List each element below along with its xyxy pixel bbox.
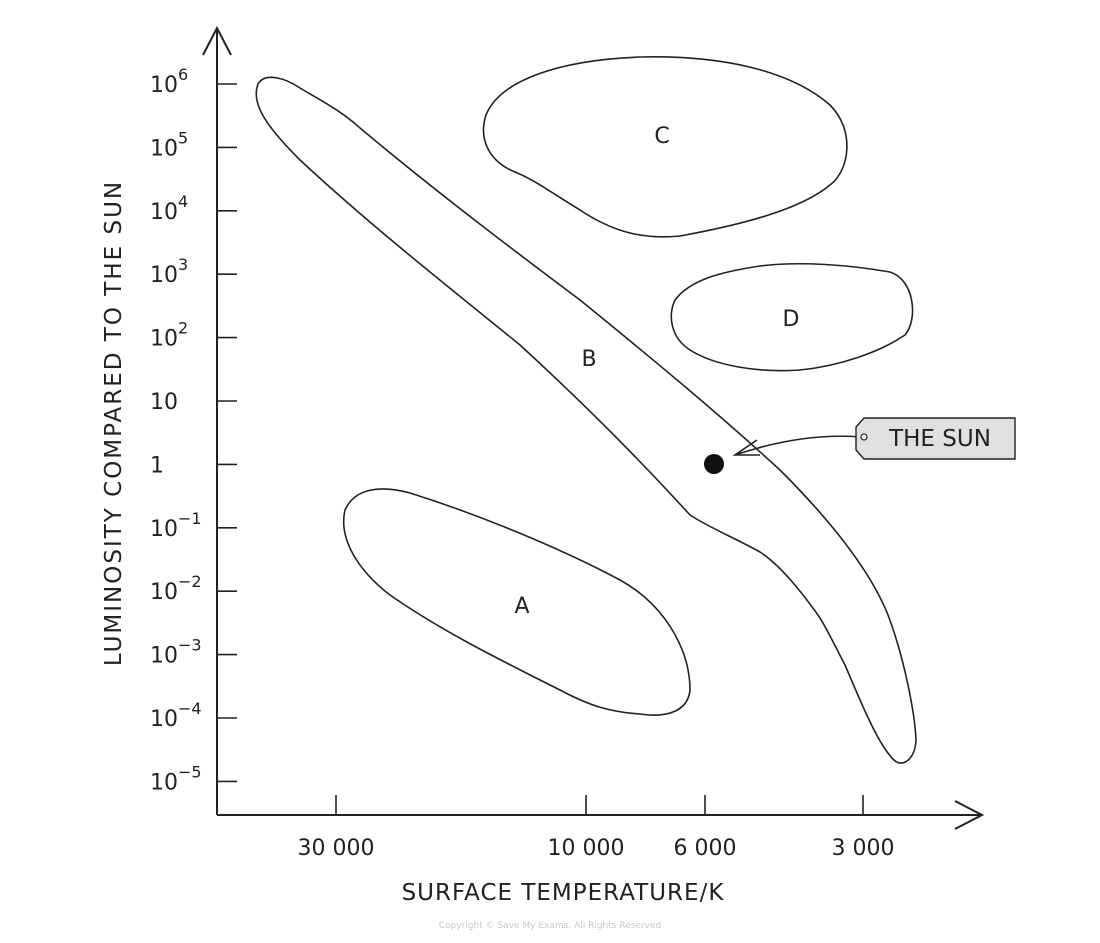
y-tick-label: 10−1 (150, 509, 202, 542)
y-tick-base: 10 (150, 200, 178, 225)
x-tick-label: 3 000 (832, 836, 895, 861)
region-label: B (581, 347, 596, 372)
y-tick-exponent: 5 (178, 128, 188, 147)
y-tick-base: 10 (150, 707, 178, 732)
y-tick-label: 1 (150, 453, 164, 478)
region-b-outline (255, 76, 917, 764)
y-tick-label: 104 (150, 192, 188, 225)
y-tick-label: 105 (150, 128, 188, 161)
sun-dot (704, 454, 724, 474)
y-tick-label: 10−4 (150, 699, 202, 732)
x-axis-label: SURFACE TEMPERATURE/K (402, 880, 725, 906)
sun-pointer (734, 435, 863, 456)
region-label: D (783, 307, 800, 332)
y-tick-exponent: −1 (178, 509, 202, 528)
region-label: A (514, 594, 529, 619)
sun-tag-hole (860, 433, 868, 441)
y-tick-base: 10 (150, 517, 178, 542)
y-tick-exponent: −2 (178, 572, 202, 591)
y-tick-label: 103 (150, 255, 188, 288)
copyright: Copyright © Save My Exams. All Rights Re… (439, 921, 661, 931)
y-tick-exponent: 6 (178, 65, 188, 84)
y-axis-label: LUMINOSITY COMPARED TO THE SUN (101, 180, 127, 666)
y-tick-label: 10 (150, 390, 178, 415)
y-axis-arrow (202, 25, 232, 56)
y-tick-exponent: −3 (178, 636, 202, 655)
y-tick-base: 10 (150, 390, 178, 415)
region-d-outline (670, 262, 914, 372)
y-tick-label: 102 (150, 319, 188, 352)
y-tick-label: 10−3 (150, 636, 202, 669)
y-tick-label: 10−2 (150, 572, 202, 605)
y-tick-base: 10 (150, 327, 178, 352)
y-tick-label: 106 (150, 65, 188, 98)
region-label: C (654, 124, 669, 149)
y-tick-base: 10 (150, 136, 178, 161)
sun-label: THE SUN (888, 426, 991, 452)
y-tick-exponent: 3 (178, 255, 188, 274)
region-c-outline (482, 56, 848, 238)
y-tick-base: 10 (150, 644, 178, 669)
x-tick-label: 6 000 (674, 836, 737, 861)
y-tick-base: 1 (150, 453, 164, 478)
x-tick-label: 30 000 (298, 836, 375, 861)
region-a-outline (342, 488, 691, 716)
sun-pointer-head (732, 439, 760, 456)
y-tick-exponent: −4 (178, 699, 202, 718)
sun-tag (855, 417, 1016, 460)
y-tick-base: 10 (150, 263, 178, 288)
x-tick-label: 10 000 (548, 836, 625, 861)
x-axis-arrow (954, 800, 985, 830)
y-tick-exponent: −5 (178, 762, 202, 781)
y-tick-label: 10−5 (150, 762, 202, 795)
y-tick-base: 10 (150, 580, 178, 605)
y-tick-base: 10 (150, 73, 178, 98)
y-tick-exponent: 4 (178, 192, 188, 211)
y-tick-base: 10 (150, 770, 178, 795)
y-tick-exponent: 2 (178, 319, 188, 338)
